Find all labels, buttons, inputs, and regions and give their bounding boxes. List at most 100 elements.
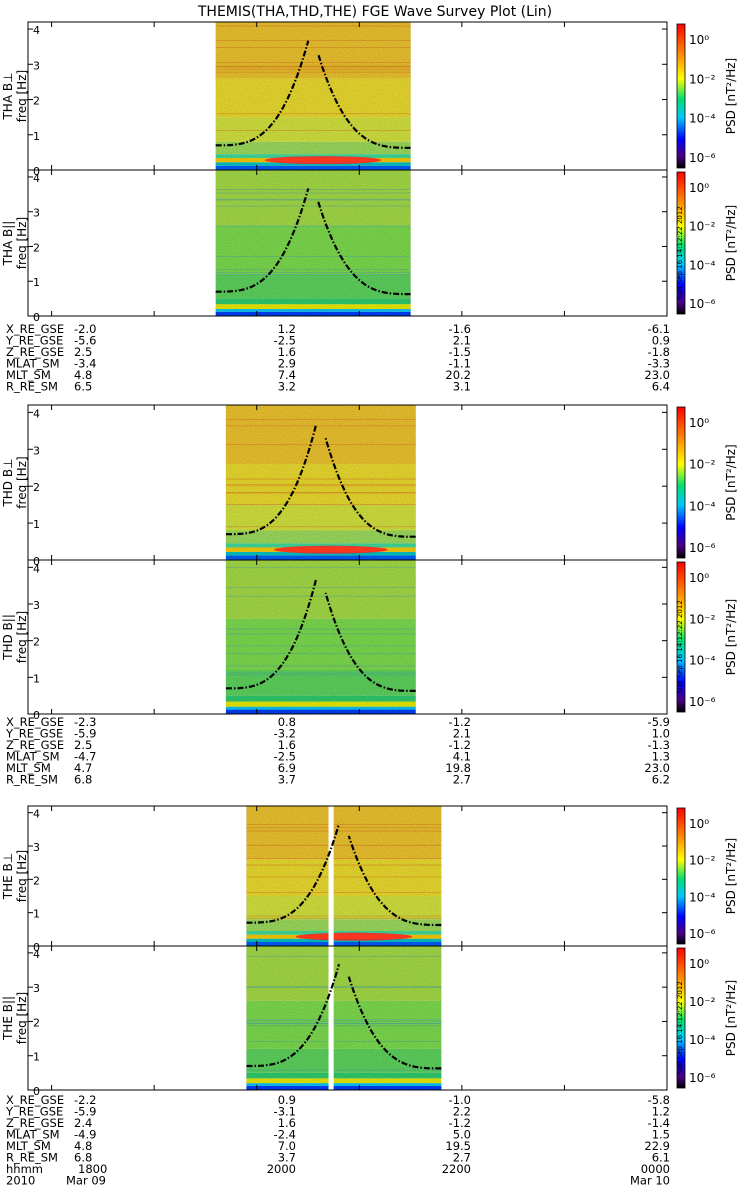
y-tick-label: 3 [33, 59, 40, 72]
ephemeris-value: 2.7 [453, 773, 471, 787]
ephemeris-label: X_RE_GSE [6, 715, 64, 729]
panel-probe-label: THD B⊥ [1, 458, 15, 507]
panel-probe-label: THA B⊥ [1, 72, 15, 120]
colorbar-tick-label: 10⁰ [689, 571, 709, 585]
ephemeris-value: 1.2 [278, 322, 296, 336]
gyrofrequency-curve [246, 823, 341, 924]
panel-frame [27, 945, 668, 1091]
y-tick-label: 2 [33, 1016, 40, 1029]
ephemeris-value: 4.8 [74, 368, 92, 382]
timestamp-stamp: Sun Sep 16 14:12:22 2012 [676, 600, 684, 694]
panel-the-bpar: 0 1 2 3 4 THE B|| freq [Hz] 10⁰ 10⁻² 10⁻⁴ 10⁻⁶ PSD … [1, 945, 738, 1098]
ephemeris-value: 1.0 [652, 727, 670, 741]
y-tick-label: 4 [33, 24, 40, 37]
ephemeris-value: -1.3 [648, 738, 670, 752]
ephemeris-value: 1.2 [652, 1105, 670, 1119]
gyrofrequency-curve [347, 835, 442, 927]
ephemeris-value: 1.3 [652, 750, 670, 764]
ephemeris-label: MLAT_SM [6, 357, 60, 371]
colorbar [676, 561, 686, 713]
ephemeris-value: 4.1 [453, 750, 471, 764]
timestamp-stamp: Sun Sep 16 14:12:22 2012 [676, 981, 684, 1075]
colorbar-tick-label: 10⁰ [689, 416, 709, 430]
ephemeris-label: Z_RE_GSE [6, 738, 64, 752]
colorbar-tick-label: 10⁰ [689, 817, 709, 831]
y-tick-label: 3 [33, 444, 40, 457]
ephemeris-label: MLT_SM [6, 368, 51, 382]
ephemeris-value: 5.0 [453, 1128, 471, 1142]
ephemeris-value: -1.0 [449, 1093, 471, 1107]
colorbar-label: PSD [nT²/Hz] [724, 980, 738, 1056]
time-tick-label: 0000 [641, 1162, 670, 1176]
ephemeris-value: -5.6 [74, 334, 96, 348]
colorbar-tick-label: 10⁻⁴ [689, 258, 716, 272]
colorbar-tick-label: 10⁻⁴ [689, 499, 716, 513]
ephemeris-value: 2.1 [453, 334, 471, 348]
time-tick-label: 1800 [78, 1162, 107, 1176]
colorbar-label: PSD [nT²/Hz] [724, 838, 738, 914]
y-tick-label: 4 [33, 808, 40, 821]
panel-frame [27, 169, 668, 317]
ephemeris-value: -4.9 [74, 1128, 96, 1142]
colorbar-tick-label: 10⁻⁴ [689, 112, 716, 126]
panel-thd-bperp: 0 1 2 3 4 THD B⊥ freq [Hz] 10⁰ 10⁻² 10⁻⁴ 10⁻⁶ PSD [… [1, 404, 738, 568]
ephemeris-label: X_RE_GSE [6, 322, 64, 336]
ephemeris-value: -1.5 [449, 345, 471, 359]
colorbar-tick-label: 10⁻⁶ [689, 297, 716, 311]
colorbar-tick-label: 10⁻² [689, 854, 716, 868]
y-axis-label: freq [Hz] [15, 992, 29, 1044]
ephemeris-value: 3.7 [278, 1151, 296, 1165]
ephemeris-value: -5.9 [74, 727, 96, 741]
gyrofrequency-curve [324, 437, 416, 538]
y-axis-label: freq [Hz] [15, 70, 29, 122]
panel-probe-label: THE B|| [1, 996, 15, 1041]
ephemeris-value: -2.4 [274, 1128, 296, 1142]
time-tick-label: 2000 [267, 1162, 296, 1176]
y-tick-label: 1 [33, 908, 40, 921]
colorbar [676, 406, 686, 559]
ephemeris-label: MLT_SM [6, 1139, 51, 1153]
ephemeris-the: X_RE_GSE -2.2 0.9 -1.0 -5.8 Y_RE_GSE -5.9 -3.1 2… [5, 1093, 670, 1165]
colorbar [676, 23, 686, 169]
ephemeris-label: MLAT_SM [6, 1128, 60, 1142]
gyrofrequency-curve [347, 976, 442, 1070]
ephemeris-value: -2.3 [74, 715, 96, 729]
ephemeris-value: 1.6 [278, 345, 296, 359]
y-tick-label: 3 [33, 982, 40, 995]
spectrogram-noise [246, 946, 442, 1090]
ephemeris-label: Y_RE_GSE [5, 727, 63, 741]
spectrogram-noise [215, 170, 411, 316]
time-axis-title: hhmm [6, 1162, 43, 1176]
low-frequency-peak [295, 932, 413, 941]
y-tick-label: 2 [33, 481, 40, 494]
ephemeris-value: -3.2 [274, 727, 296, 741]
spectrogram-noise [225, 560, 416, 714]
y-tick-label: 0 [33, 165, 40, 178]
colorbar-tick-label: 10⁰ [689, 33, 709, 47]
ephemeris-value: 4.7 [74, 761, 92, 775]
ephemeris-value: -4.7 [74, 750, 96, 764]
ephemeris-value: 20.2 [445, 368, 471, 382]
colorbar-tick-label: 10⁻⁶ [689, 927, 716, 941]
ephemeris-value: -1.4 [648, 1116, 670, 1130]
low-frequency-peak [264, 156, 382, 165]
y-tick-label: 1 [33, 276, 40, 289]
ephemeris-value: 1.6 [278, 1116, 296, 1130]
ephemeris-value: 22.9 [644, 1139, 670, 1153]
colorbar [676, 947, 686, 1089]
figure-title: THEMIS(THA,THD,THE) FGE Wave Survey Plot… [197, 4, 552, 20]
colorbar-tick-label: 10⁻² [689, 612, 716, 626]
colorbar-label: PSD [nT²/Hz] [724, 58, 738, 134]
year-label: 2010 [6, 1174, 35, 1188]
colorbar [676, 807, 686, 945]
gyrofrequency-curve [215, 188, 310, 293]
panel-probe-label: THD B|| [1, 614, 15, 661]
ephemeris-label: X_RE_GSE [6, 1093, 64, 1107]
ephemeris-value: -6.1 [648, 322, 670, 336]
ephemeris-value: 6.5 [74, 380, 92, 394]
gyrofrequency-curve [316, 53, 411, 149]
end-date-label: Mar 10 [630, 1174, 670, 1188]
ephemeris-value: 2.7 [453, 1151, 471, 1165]
